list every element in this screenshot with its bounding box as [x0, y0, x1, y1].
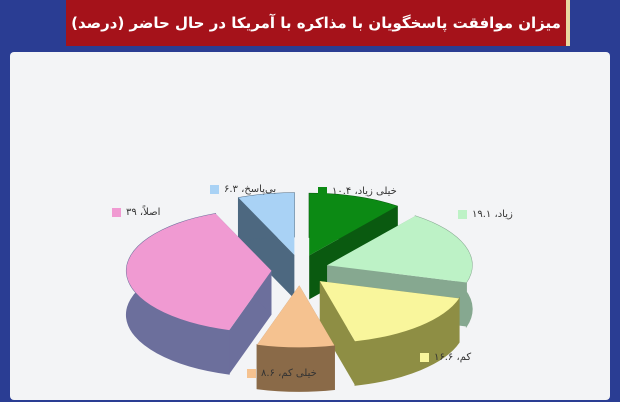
legend-label: اصلاً، ۳۹	[126, 207, 161, 218]
slice-top	[309, 193, 398, 256]
legend-item-very-much: خیلی زیاد، ۱۰.۴	[318, 186, 397, 197]
legend-label: خیلی زیاد، ۱۰.۴	[332, 186, 397, 197]
legend-label: کم، ۱۶.۶	[434, 352, 472, 363]
legend-label: بی‌پاسخ، ۶.۳	[224, 184, 277, 195]
legend-swatch	[247, 369, 256, 378]
legend-swatch	[420, 353, 429, 362]
slice-top	[257, 285, 335, 348]
pie-slice-5	[237, 192, 295, 299]
legend-item-very-little: خیلی کم، ۸.۶	[247, 368, 317, 379]
legend-swatch	[458, 210, 467, 219]
slice-top	[238, 192, 295, 255]
title-bar: میزان موافقت پاسخگویان با مذاکره با آمری…	[66, 0, 570, 46]
legend-item-little: کم، ۱۶.۶	[420, 352, 471, 363]
legend-label: زیاد، ۱۹.۱	[472, 209, 513, 220]
slice-top	[126, 213, 272, 331]
legend-swatch	[112, 208, 121, 217]
legend-label: خیلی کم، ۸.۶	[261, 368, 317, 379]
legend-item-much: زیاد، ۱۹.۱	[458, 209, 513, 220]
legend-item-not-at-all: اصلاً، ۳۹	[112, 207, 160, 218]
pie-slice-4	[125, 212, 272, 375]
legend-item-no-answer: بی‌پاسخ، ۶.۳	[210, 184, 276, 195]
slice-top	[319, 281, 460, 342]
pie-slice-3	[256, 285, 335, 392]
chart-title: میزان موافقت پاسخگویان با مذاکره با آمری…	[71, 14, 561, 32]
pie-slice-2	[319, 281, 460, 386]
legend-swatch	[318, 187, 327, 196]
slice-top	[327, 215, 473, 283]
slice-radial-wall	[319, 281, 356, 386]
legend-swatch	[210, 185, 219, 194]
